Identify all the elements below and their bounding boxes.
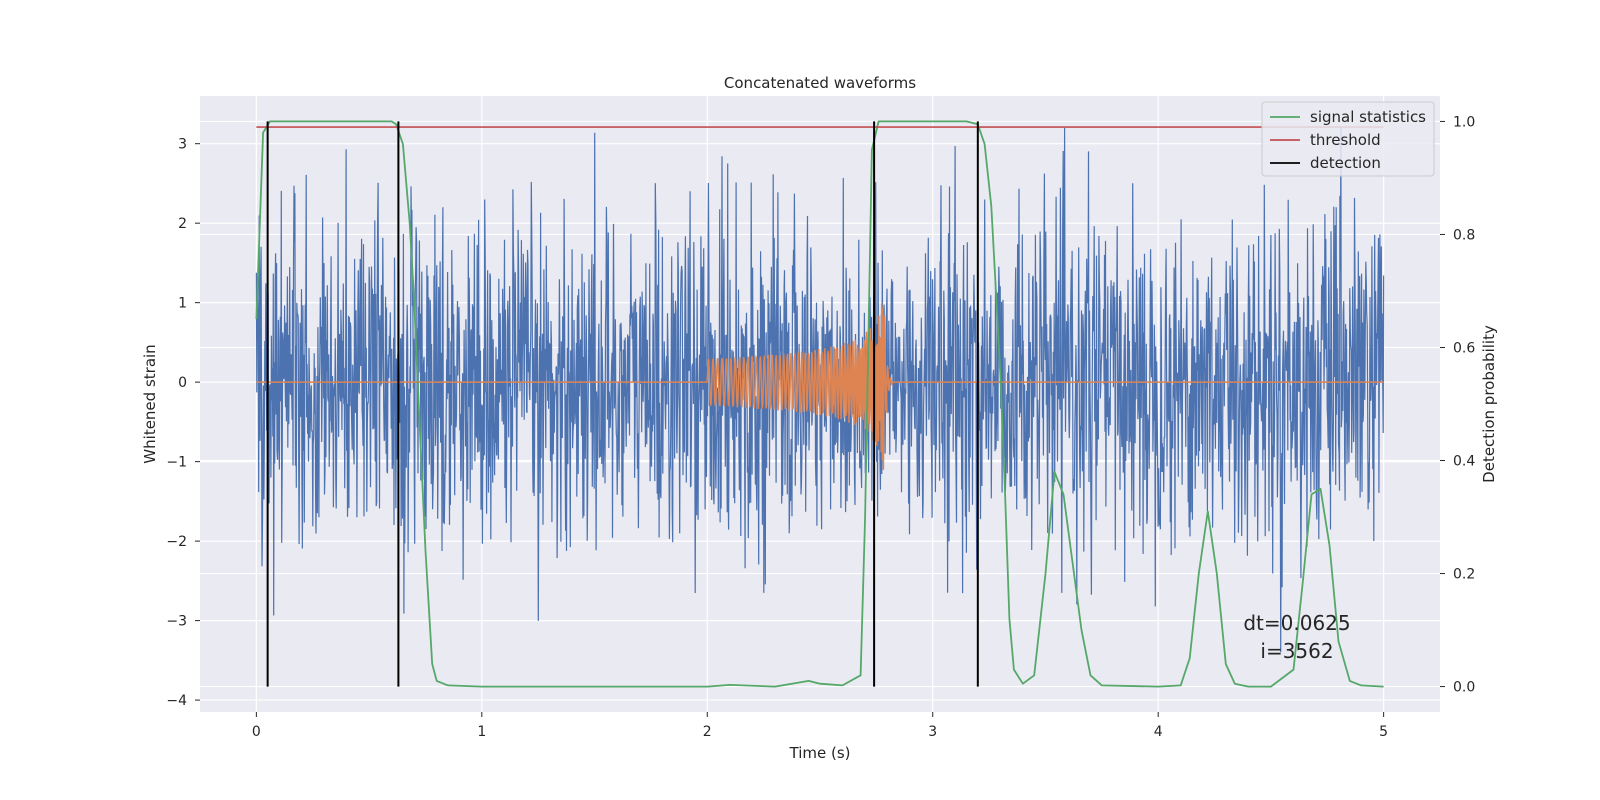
y2-tick-label: 0.6 [1453, 340, 1475, 356]
y-tick-label: 2 [178, 216, 187, 232]
ticks: 0 1 2 3 4 5 −4 −3 −2 −1 0 1 2 3 0.0 0.2 0.4 0.6 0.8 1.0 [166, 114, 1475, 740]
x-tick-label: 5 [1379, 724, 1388, 740]
plot-area [255, 120, 1385, 688]
legend-label-signal-statistics: signal statistics [1310, 108, 1426, 126]
grid [200, 96, 1440, 712]
legend-box [1261, 101, 1435, 177]
y2-tick-label: 0.2 [1453, 567, 1475, 583]
legend: signal statistics threshold detection [1261, 101, 1435, 177]
y2-axis-label: Detection probability [1480, 325, 1498, 483]
waveform-line [256, 303, 1384, 470]
legend-label-threshold: threshold [1310, 131, 1381, 149]
x-tick-label: 3 [928, 724, 937, 740]
y2-tick-label: 0.8 [1453, 227, 1475, 243]
x-axis-label: Time (s) [789, 744, 851, 762]
strain-line [255, 127, 1385, 653]
x-tick-label: 0 [252, 724, 261, 740]
x-tick-label: 2 [703, 724, 712, 740]
signal-statistics-line [255, 120, 1384, 688]
x-tick-label: 1 [477, 724, 486, 740]
y-axis-label: Whitened strain [141, 344, 159, 463]
y2-tick-label: 0.0 [1453, 680, 1475, 696]
y-tick-label: −1 [166, 455, 187, 471]
waveform-series [256, 303, 1384, 470]
legend-label-detection: detection [1310, 154, 1381, 172]
x-tick-label: 4 [1154, 724, 1163, 740]
y-tick-label: 0 [178, 375, 187, 391]
chart-title: Concatenated waveforms [724, 74, 916, 92]
annotation-dt: dt=0.0625 [1243, 611, 1350, 635]
annotation-i: i=3562 [1260, 639, 1333, 663]
y-tick-label: −2 [166, 534, 187, 550]
y-tick-label: 3 [178, 137, 187, 153]
probability-series [255, 120, 1384, 688]
y-tick-label: 1 [178, 296, 187, 312]
y2-tick-label: 1.0 [1453, 114, 1475, 130]
y-tick-label: −4 [166, 693, 187, 709]
strain-series [255, 127, 1385, 653]
y-tick-label: −3 [166, 614, 187, 630]
y2-tick-label: 0.4 [1453, 454, 1475, 470]
